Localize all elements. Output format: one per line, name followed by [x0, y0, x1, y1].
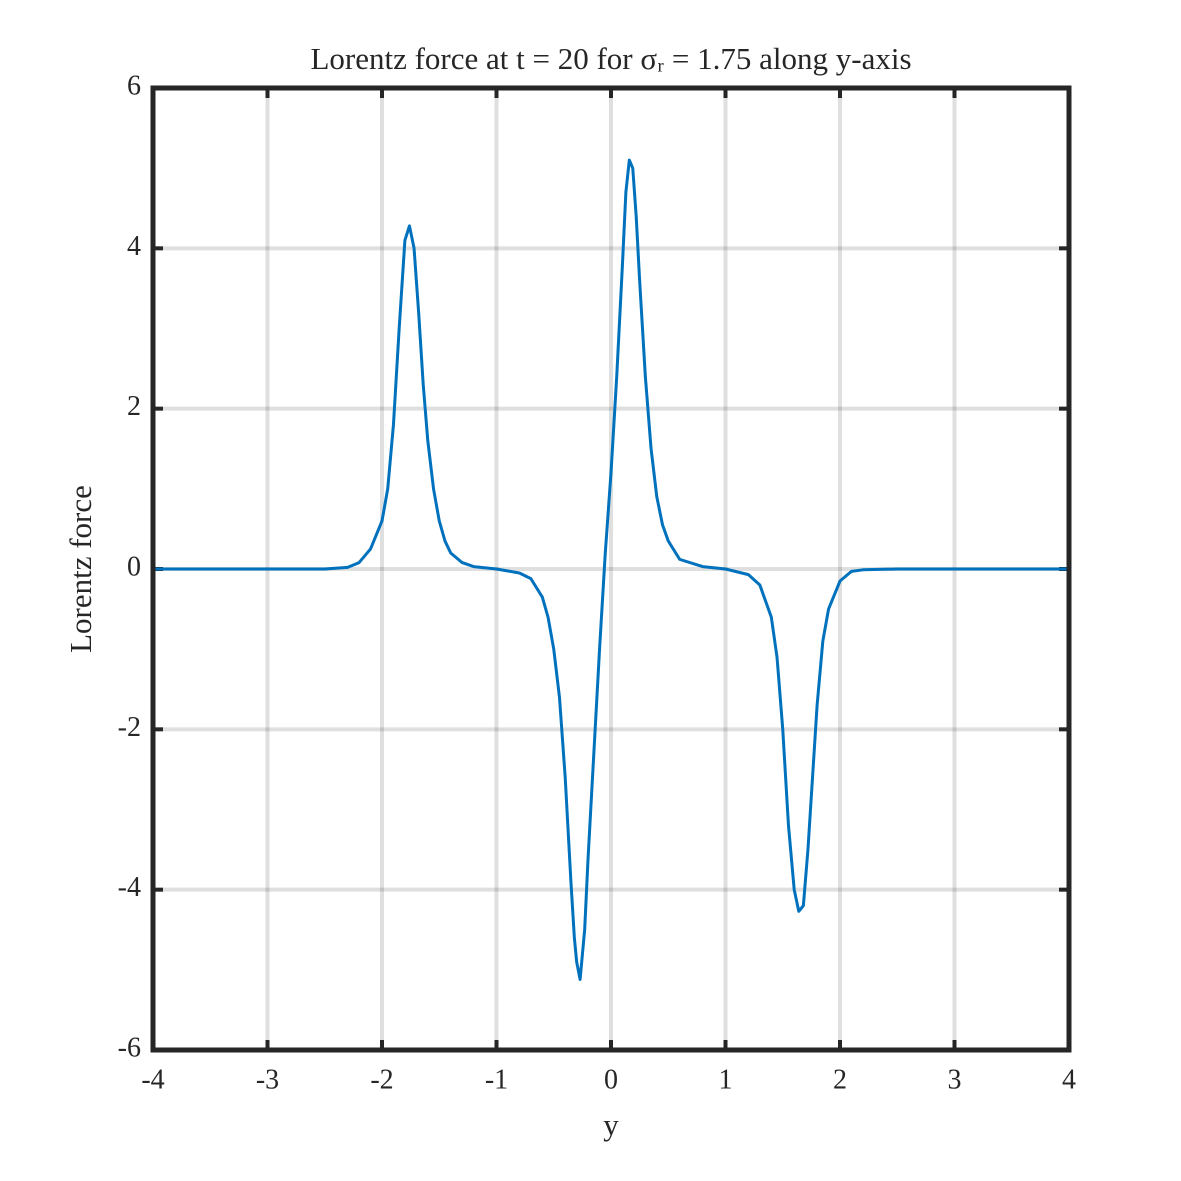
- y-tick-label: 2: [127, 391, 141, 422]
- y-tick-label: 6: [127, 70, 141, 101]
- x-tick-label: 4: [1062, 1064, 1076, 1095]
- axes-box: [150, 85, 1072, 1053]
- y-tick-label: -4: [118, 872, 141, 903]
- x-tick-label: 2: [833, 1064, 847, 1095]
- x-axis-label: y: [603, 1107, 619, 1142]
- chart-title: Lorentz force at t = 20 for σᵣ = 1.75 al…: [310, 41, 911, 76]
- x-tick-label: -4: [141, 1064, 164, 1095]
- x-tick-label: -2: [370, 1064, 393, 1095]
- y-tick-label: -6: [118, 1032, 141, 1063]
- x-tick-label: 1: [719, 1064, 733, 1095]
- x-tick-label: -1: [485, 1064, 508, 1095]
- x-tick-label: 3: [948, 1064, 962, 1095]
- data-line: [153, 158, 1069, 981]
- y-tick-label: 0: [127, 551, 141, 582]
- x-tick-label: 0: [604, 1064, 618, 1095]
- y-axis-label: Lorentz force: [63, 485, 98, 653]
- y-tick-label: 4: [127, 231, 141, 262]
- y-tick-label: -2: [118, 712, 141, 743]
- x-tick-label: -3: [256, 1064, 279, 1095]
